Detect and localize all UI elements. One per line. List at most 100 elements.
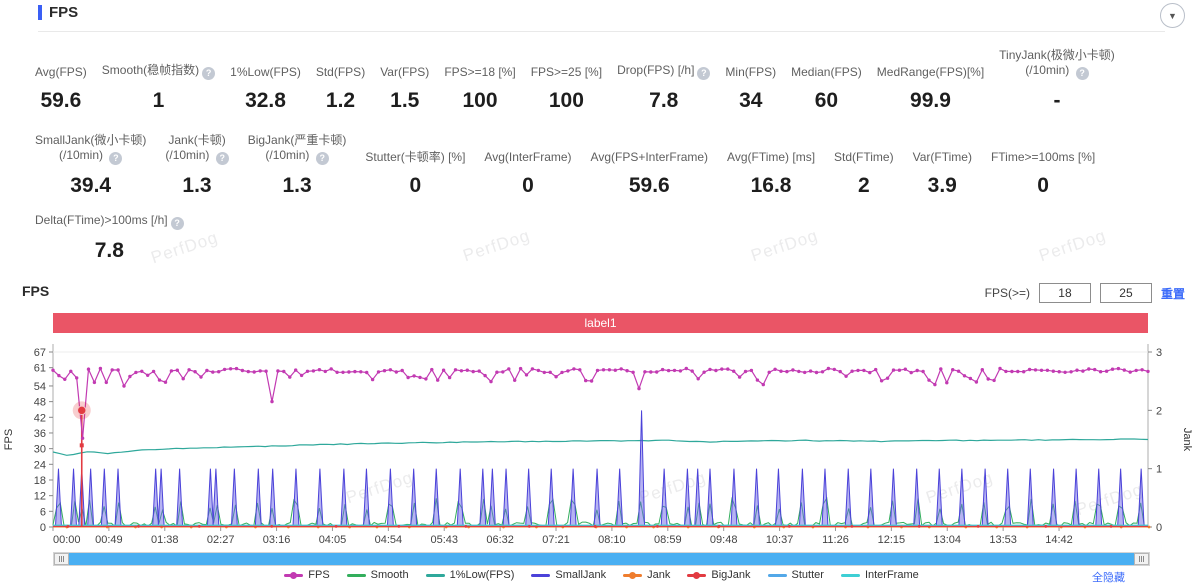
stat-medrange-fps-%-: MedRange(FPS)[%] 99.9 — [877, 65, 984, 113]
stat-label: FPS>=25 [%] — [530, 65, 603, 79]
help-icon[interactable]: ? — [215, 152, 229, 165]
svg-text:FPS: FPS — [3, 429, 15, 450]
legend-marker — [767, 573, 787, 577]
help-icon[interactable]: ? — [697, 67, 711, 80]
stat-fps-18-%-: FPS>=18 [%] 100 — [444, 65, 515, 113]
label-banner-text: label1 — [584, 316, 617, 330]
fps-threshold-label: FPS(>=) — [984, 286, 1030, 300]
svg-text:04:54: 04:54 — [375, 534, 403, 546]
legend-label: Jank — [647, 569, 671, 581]
stat-label: FTime>=100ms [%] — [990, 150, 1096, 164]
stat-value: 1.3 — [282, 174, 312, 197]
hide-all-link[interactable]: 全隐藏 — [1092, 572, 1125, 584]
svg-text:67: 67 — [34, 347, 46, 359]
accent-bar — [38, 5, 42, 20]
stat-value: 7.8 — [649, 89, 679, 112]
stat-label: Avg(FPS) — [35, 65, 87, 79]
stat-value: 7.8 — [94, 239, 124, 262]
svg-text:2: 2 — [1156, 405, 1162, 417]
reset-link[interactable]: 重置 — [1160, 286, 1185, 301]
svg-text:12: 12 — [34, 491, 46, 503]
page-title: FPS — [49, 4, 79, 21]
stat-value: 100 — [462, 89, 498, 112]
stat-value: 59.6 — [628, 174, 670, 197]
help-icon[interactable]: ? — [109, 152, 123, 165]
help-icon[interactable]: ? — [202, 67, 216, 80]
chart-header: FPS FPS(>=) 重置 — [22, 283, 1185, 305]
label-banner: label1 — [53, 313, 1148, 333]
legend-item-smooth[interactable]: Smooth — [346, 569, 409, 581]
fps-chart-svg[interactable]: 67 61 54 48 42 36 30 24 18 12 6 0 3 2 1 0 FPS Jank 00:00 00… — [0, 338, 1203, 551]
help-icon[interactable]: ? — [315, 152, 329, 165]
stat-label: Drop(FPS) [/h]? — [617, 63, 711, 80]
legend-item-bigjank[interactable]: BigJank — [687, 569, 751, 581]
stat-avg-fps-interframe-: Avg(FPS+InterFrame) 59.6 — [591, 150, 708, 198]
legend-item-jank[interactable]: Jank — [623, 569, 670, 581]
svg-text:04:05: 04:05 — [319, 534, 347, 546]
legend-item-1%low-fps-[interactable]: 1%Low(FPS) — [425, 569, 515, 581]
header-divider — [38, 31, 1165, 32]
stat-value: 1.2 — [325, 89, 356, 112]
svg-text:08:59: 08:59 — [654, 534, 682, 546]
stats-row-1: Avg(FPS) 59.6 Smooth(稳帧指数)? 1 1%Low(FPS) 32.8… — [35, 48, 1188, 113]
stat-jank-: Jank(卡顿) (/10min) ? 1.3 — [165, 133, 229, 198]
stat-var-fps-: Var(FPS) 1.5 — [380, 65, 429, 113]
legend-marker — [284, 571, 304, 579]
svg-text:30: 30 — [34, 444, 46, 456]
scrollbar-left-handle[interactable] — [54, 553, 69, 565]
legend-label: Stutter — [791, 569, 824, 581]
svg-text:0: 0 — [40, 522, 46, 534]
svg-text:06:32: 06:32 — [486, 534, 514, 546]
stats-row-3: Delta(FTime)>100ms [/h]? 7.8 — [35, 213, 1188, 263]
stat-label: Stutter(卡顿率) [%] — [365, 150, 466, 164]
stat-label: Median(FPS) — [791, 65, 862, 79]
legend-item-stutter[interactable]: Stutter — [767, 569, 824, 581]
legend-item-fps[interactable]: FPS — [284, 569, 330, 581]
svg-text:3: 3 — [1156, 347, 1162, 359]
stat-label: Var(FTime) — [912, 150, 972, 164]
svg-text:Jank: Jank — [1181, 428, 1193, 452]
stat-label: Std(FPS) — [315, 65, 366, 79]
svg-text:03:16: 03:16 — [263, 534, 291, 546]
svg-text:48: 48 — [34, 397, 46, 409]
help-icon[interactable]: ? — [170, 217, 184, 230]
chart-scrollbar[interactable] — [53, 552, 1150, 566]
legend-marker — [840, 573, 860, 577]
help-icon[interactable]: ? — [1075, 67, 1089, 80]
legend-marker — [425, 573, 445, 577]
svg-text:11:26: 11:26 — [822, 534, 849, 546]
stat-delta-ftime-100ms-h-: Delta(FTime)>100ms [/h]? 7.8 — [35, 213, 184, 263]
fps-threshold-input-1[interactable] — [1038, 283, 1091, 303]
collapse-button[interactable]: ▼ — [1160, 3, 1185, 28]
stat-ftime-100ms-%-: FTime>=100ms [%] 0 — [991, 150, 1095, 198]
stat-1%low-fps-: 1%Low(FPS) 32.8 — [230, 65, 301, 113]
svg-text:42: 42 — [34, 412, 46, 424]
legend-marker — [346, 573, 366, 577]
stat-avg-fps-: Avg(FPS) 59.6 — [35, 65, 87, 113]
stat-avg-ftime-ms-: Avg(FTime) [ms] 16.8 — [727, 150, 815, 198]
svg-text:07:21: 07:21 — [542, 534, 570, 546]
legend-item-smalljank[interactable]: SmallJank — [531, 569, 606, 581]
legend-item-interframe[interactable]: InterFrame — [840, 569, 919, 581]
stat-value: 1.5 — [390, 89, 420, 112]
section-header: FPS — [38, 4, 78, 21]
legend-marker — [531, 573, 551, 577]
svg-text:6: 6 — [40, 506, 46, 518]
scrollbar-right-handle[interactable] — [1134, 553, 1149, 565]
svg-text:14:42: 14:42 — [1045, 534, 1073, 546]
stat-label: BigJank(严重卡顿) (/10min) ? — [247, 133, 347, 165]
svg-text:24: 24 — [34, 459, 46, 471]
stat-label: TinyJank(极微小卡顿) (/10min) ? — [999, 48, 1115, 80]
stat-label: SmallJank(微小卡顿) (/10min) ? — [35, 133, 147, 165]
svg-text:00:00: 00:00 — [53, 534, 81, 546]
stat-label: Avg(FTime) [ms] — [727, 150, 816, 164]
stat-value: 1.3 — [182, 174, 212, 197]
stat-min-fps-: Min(FPS) 34 — [725, 65, 776, 113]
legend-label: 1%Low(FPS) — [449, 569, 515, 581]
stat-label: Smooth(稳帧指数)? — [102, 63, 216, 80]
stat-smooth-: Smooth(稳帧指数)? 1 — [102, 63, 216, 113]
stat-value: 0 — [522, 174, 534, 197]
fps-threshold-input-2[interactable] — [1099, 283, 1152, 303]
stat-value: 34 — [739, 89, 763, 112]
stat-stutter-%-: Stutter(卡顿率) [%] 0 — [365, 150, 465, 198]
